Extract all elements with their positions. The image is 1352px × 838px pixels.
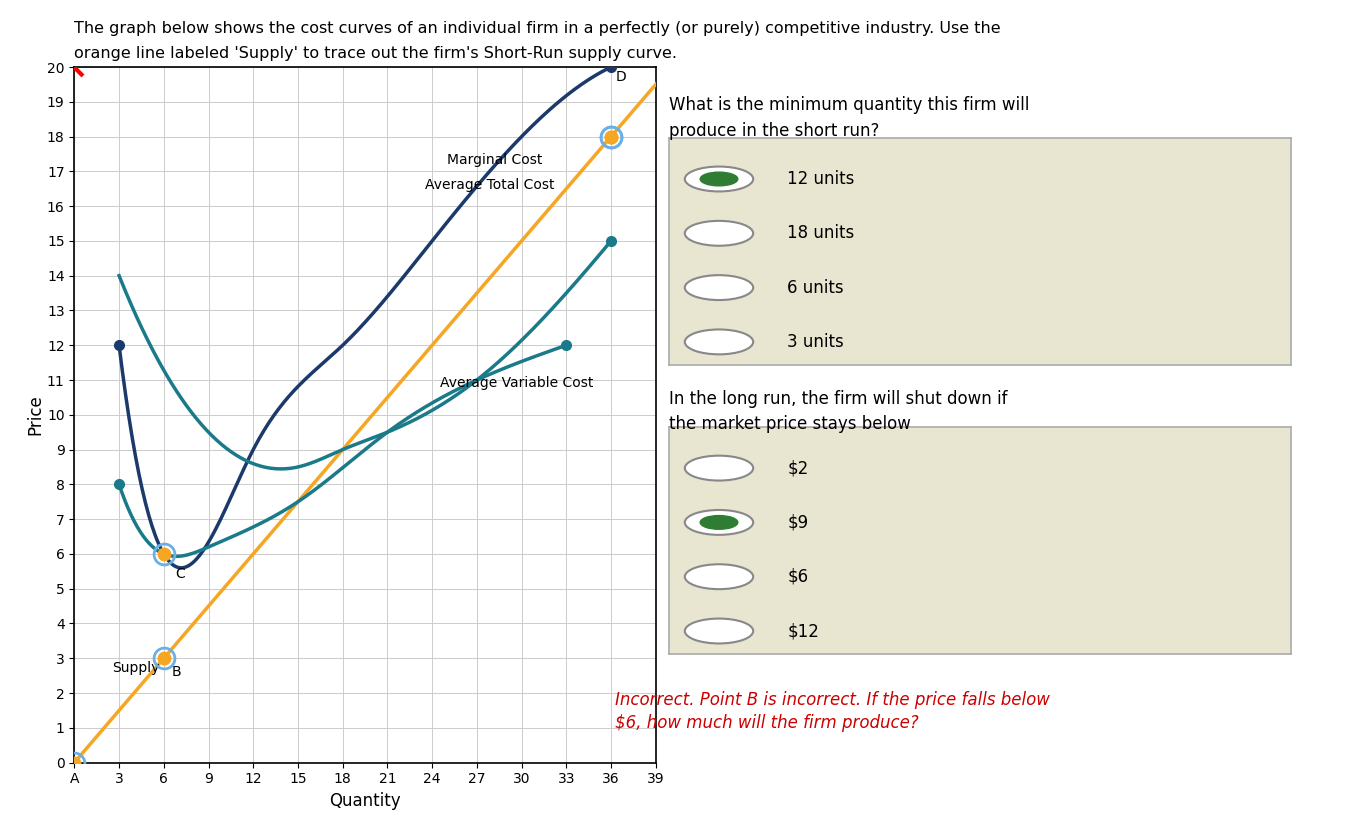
- Text: the market price stays below: the market price stays below: [669, 415, 911, 432]
- Circle shape: [684, 275, 753, 300]
- Text: $2: $2: [787, 459, 808, 477]
- Text: D: D: [615, 70, 626, 84]
- Text: In the long run, the firm will shut down if: In the long run, the firm will shut down…: [669, 390, 1007, 407]
- Text: C: C: [176, 567, 185, 582]
- Text: Average Variable Cost: Average Variable Cost: [439, 376, 594, 390]
- Text: Average Total Cost: Average Total Cost: [425, 178, 554, 192]
- Text: $9: $9: [787, 514, 808, 531]
- Text: orange line labeled 'Supply' to trace out the firm's Short-Run supply curve.: orange line labeled 'Supply' to trace ou…: [74, 46, 677, 61]
- Y-axis label: Price: Price: [26, 395, 45, 435]
- Circle shape: [684, 167, 753, 191]
- Text: 3 units: 3 units: [787, 333, 844, 351]
- Text: $6: $6: [787, 567, 808, 586]
- Text: The graph below shows the cost curves of an individual firm in a perfectly (or p: The graph below shows the cost curves of…: [74, 21, 1000, 36]
- Text: 18 units: 18 units: [787, 225, 854, 242]
- Text: B: B: [172, 665, 181, 679]
- Circle shape: [684, 618, 753, 644]
- Text: $12: $12: [787, 622, 819, 640]
- Circle shape: [684, 564, 753, 589]
- Text: 6 units: 6 units: [787, 278, 844, 297]
- Circle shape: [684, 221, 753, 246]
- Text: Marginal Cost: Marginal Cost: [448, 153, 542, 168]
- Text: What is the minimum quantity this firm will: What is the minimum quantity this firm w…: [669, 96, 1030, 114]
- Text: produce in the short run?: produce in the short run?: [669, 122, 880, 139]
- Text: 12 units: 12 units: [787, 170, 854, 188]
- Circle shape: [684, 329, 753, 354]
- Circle shape: [700, 172, 738, 186]
- Circle shape: [700, 515, 738, 530]
- Text: Incorrect. Point B is incorrect. If the price falls below: Incorrect. Point B is incorrect. If the …: [615, 691, 1051, 709]
- Text: $6, how much will the firm produce?: $6, how much will the firm produce?: [615, 714, 919, 732]
- Circle shape: [684, 456, 753, 480]
- Circle shape: [684, 510, 753, 535]
- Text: Supply: Supply: [112, 661, 160, 675]
- X-axis label: Quantity: Quantity: [330, 792, 400, 810]
